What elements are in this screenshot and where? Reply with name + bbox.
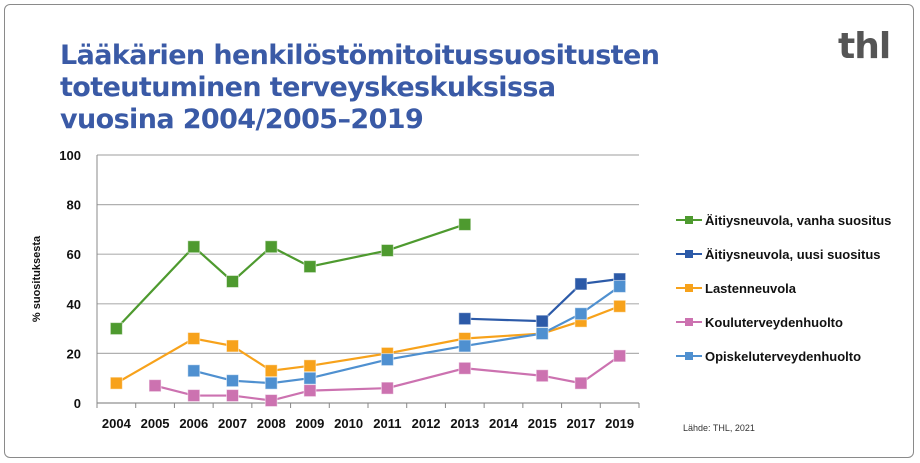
x-tick-label: 2015 xyxy=(528,416,557,431)
x-tick-label: 2004 xyxy=(102,416,132,431)
data-point xyxy=(613,279,627,293)
data-point xyxy=(109,376,123,390)
data-point xyxy=(380,381,394,395)
y-tick-label: 0 xyxy=(74,396,81,411)
data-point xyxy=(380,353,394,367)
data-point xyxy=(187,332,201,346)
data-point xyxy=(535,314,549,328)
legend-item: Opiskeluterveydenhuolto xyxy=(676,339,891,373)
series-line xyxy=(193,285,621,385)
x-tick-label: 2014 xyxy=(489,416,519,431)
source-note: Lähde: THL, 2021 xyxy=(683,423,755,433)
data-point xyxy=(380,243,394,257)
chart-frame xyxy=(4,4,914,458)
data-point xyxy=(226,389,239,403)
data-point xyxy=(574,277,588,291)
data-point xyxy=(264,394,278,408)
data-point xyxy=(264,364,278,378)
series-line xyxy=(154,354,621,402)
legend-label: Äitiysneuvola, vanha suositus xyxy=(705,212,892,228)
data-point xyxy=(574,376,588,390)
x-tick-label: 2008 xyxy=(257,416,286,431)
chart-title: Lääkärien henkilöstömitoitussuositusten … xyxy=(60,40,660,135)
legend: Äitiysneuvola, vanha suositus Äitiysneuvo… xyxy=(676,203,891,373)
data-point xyxy=(148,379,162,393)
legend-swatch xyxy=(676,349,702,363)
legend-label: Äitiysneuvola, uusi suositus xyxy=(705,246,881,262)
data-point xyxy=(264,376,278,390)
data-point xyxy=(303,384,317,398)
data-point xyxy=(187,364,201,378)
legend-swatch xyxy=(676,281,702,295)
data-point xyxy=(303,260,317,274)
data-point xyxy=(458,361,472,375)
x-tick-label: 2012 xyxy=(412,416,441,431)
y-tick-label: 60 xyxy=(67,247,81,262)
data-point xyxy=(303,359,317,373)
thl-logo: thl xyxy=(838,26,891,67)
data-point xyxy=(574,307,588,321)
data-point xyxy=(535,327,549,341)
x-tick-label: 2009 xyxy=(295,416,324,431)
x-tick-label: 2010 xyxy=(334,416,363,431)
y-tick-label: 80 xyxy=(67,198,81,213)
series-line xyxy=(464,277,620,323)
legend-item: Kouluterveydenhuolto xyxy=(676,305,891,339)
x-tick-label: 2019 xyxy=(605,416,634,431)
legend-swatch xyxy=(676,315,702,329)
data-point xyxy=(226,374,239,388)
series-line xyxy=(115,305,621,385)
legend-label: Opiskeluterveydenhuolto xyxy=(705,348,862,364)
x-tick-label: 2013 xyxy=(450,416,479,431)
data-point xyxy=(303,371,317,385)
y-tick-label: 20 xyxy=(67,346,81,361)
series-line xyxy=(115,223,466,330)
data-point xyxy=(613,299,627,313)
data-point xyxy=(264,240,278,254)
data-point xyxy=(226,274,239,288)
y-tick-label: 100 xyxy=(59,148,81,163)
x-tick-label: 2017 xyxy=(566,416,595,431)
x-tick-label: 2006 xyxy=(179,416,208,431)
data-point xyxy=(458,217,472,231)
legend-item: Äitiysneuvola, uusi suositus xyxy=(676,237,891,271)
legend-item: Lastenneuvola xyxy=(676,271,891,305)
x-tick-label: 2007 xyxy=(218,416,247,431)
data-point xyxy=(187,389,201,403)
data-point xyxy=(187,240,201,254)
x-tick-label: 2011 xyxy=(373,416,401,431)
data-point xyxy=(613,349,627,363)
legend-label: Lastenneuvola xyxy=(705,280,797,296)
data-point xyxy=(458,312,472,326)
data-point xyxy=(109,322,123,336)
data-point xyxy=(226,339,239,353)
legend-swatch xyxy=(676,213,702,227)
legend-item: Äitiysneuvola, vanha suositus xyxy=(676,203,891,237)
x-tick-label: 2005 xyxy=(141,416,170,431)
data-point xyxy=(458,339,472,353)
legend-swatch xyxy=(676,247,702,261)
data-point xyxy=(535,369,549,383)
y-axis-label: % suosituksesta xyxy=(31,235,43,322)
legend-label: Kouluterveydenhuolto xyxy=(705,314,843,330)
y-tick-label: 40 xyxy=(67,297,81,312)
